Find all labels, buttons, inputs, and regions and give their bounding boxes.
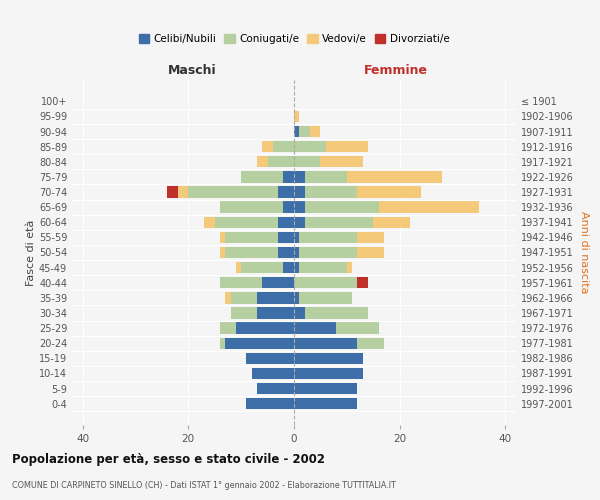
Bar — [241, 172, 283, 182]
Bar — [347, 262, 352, 274]
Bar — [178, 186, 188, 198]
Bar — [220, 232, 225, 243]
Bar — [336, 322, 379, 334]
Bar — [225, 247, 278, 258]
Bar — [305, 308, 368, 318]
Bar — [257, 292, 294, 304]
Bar — [358, 338, 384, 349]
Bar — [283, 262, 294, 274]
Bar — [215, 216, 278, 228]
Bar — [299, 292, 352, 304]
Bar — [230, 308, 257, 318]
Bar — [347, 172, 442, 182]
Bar — [220, 247, 225, 258]
Bar — [294, 262, 299, 274]
Bar — [257, 156, 268, 168]
Bar — [326, 141, 368, 152]
Bar — [294, 247, 299, 258]
Bar — [220, 202, 283, 213]
Bar — [358, 186, 421, 198]
Bar — [225, 292, 230, 304]
Bar — [294, 186, 305, 198]
Bar — [294, 141, 326, 152]
Bar — [294, 398, 358, 409]
Bar — [358, 277, 368, 288]
Text: Maschi: Maschi — [167, 64, 216, 76]
Bar — [294, 322, 336, 334]
Bar — [299, 247, 358, 258]
Bar — [225, 338, 294, 349]
Bar — [225, 232, 278, 243]
Bar — [358, 247, 384, 258]
Y-axis label: Fasce di età: Fasce di età — [26, 220, 36, 286]
Bar — [278, 186, 294, 198]
Bar — [294, 202, 305, 213]
Bar — [278, 216, 294, 228]
Bar — [247, 398, 294, 409]
Bar — [294, 352, 363, 364]
Bar — [299, 232, 358, 243]
Bar — [305, 202, 379, 213]
Bar — [294, 338, 358, 349]
Bar — [262, 141, 273, 152]
Bar — [278, 247, 294, 258]
Bar — [236, 262, 241, 274]
Legend: Celibi/Nubili, Coniugati/e, Vedovi/e, Divorziati/e: Celibi/Nubili, Coniugati/e, Vedovi/e, Di… — [134, 30, 454, 48]
Bar — [294, 383, 358, 394]
Bar — [294, 232, 299, 243]
Bar — [273, 141, 294, 152]
Bar — [294, 277, 358, 288]
Bar — [358, 232, 384, 243]
Bar — [257, 383, 294, 394]
Bar — [305, 186, 358, 198]
Bar — [320, 156, 363, 168]
Bar — [252, 368, 294, 379]
Bar — [373, 216, 410, 228]
Text: Femmine: Femmine — [364, 64, 428, 76]
Bar — [294, 216, 305, 228]
Bar — [305, 216, 373, 228]
Bar — [268, 156, 294, 168]
Bar — [188, 186, 278, 198]
Bar — [294, 156, 320, 168]
Bar — [204, 216, 215, 228]
Bar — [278, 232, 294, 243]
Bar — [294, 111, 299, 122]
Y-axis label: Anni di nascita: Anni di nascita — [579, 211, 589, 294]
Bar — [299, 262, 347, 274]
Text: Popolazione per età, sesso e stato civile - 2002: Popolazione per età, sesso e stato civil… — [12, 452, 325, 466]
Bar — [299, 126, 310, 137]
Bar — [305, 172, 347, 182]
Bar — [262, 277, 294, 288]
Bar — [220, 322, 236, 334]
Bar — [310, 126, 320, 137]
Bar — [379, 202, 479, 213]
Bar — [294, 368, 363, 379]
Bar — [167, 186, 178, 198]
Bar — [294, 292, 299, 304]
Bar — [241, 262, 283, 274]
Bar — [220, 338, 225, 349]
Bar — [283, 202, 294, 213]
Bar — [294, 308, 305, 318]
Bar — [230, 292, 257, 304]
Bar — [294, 126, 299, 137]
Bar — [220, 277, 262, 288]
Text: COMUNE DI CARPINETO SINELLO (CH) - Dati ISTAT 1° gennaio 2002 - Elaborazione TUT: COMUNE DI CARPINETO SINELLO (CH) - Dati … — [12, 481, 396, 490]
Bar — [294, 172, 305, 182]
Bar — [236, 322, 294, 334]
Bar — [247, 352, 294, 364]
Bar — [257, 308, 294, 318]
Bar — [283, 172, 294, 182]
